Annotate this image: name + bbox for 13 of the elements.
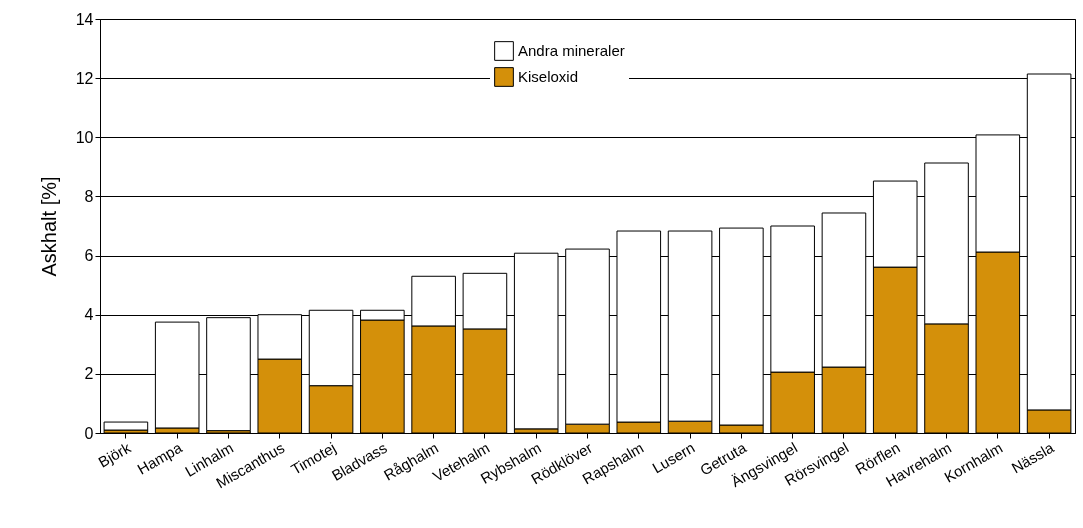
legend-label: Kiseloxid: [518, 68, 579, 85]
x-tick-label: Björk: [95, 438, 134, 471]
y-tick-label: 6: [84, 247, 94, 265]
y-tick-label: 0: [84, 424, 94, 442]
legend-label: Andra mineraler: [518, 42, 625, 59]
y-axis-title: Askhalt [%]: [37, 176, 60, 277]
bar: [103, 421, 149, 431]
y-tick-label: 2: [84, 365, 94, 383]
y-tick-label: 8: [84, 187, 94, 205]
y-tick-label: 14: [75, 10, 94, 28]
y-tick-label: 10: [75, 128, 94, 146]
y-tick-label: 4: [84, 306, 94, 324]
y-tick-label: 12: [75, 69, 94, 87]
